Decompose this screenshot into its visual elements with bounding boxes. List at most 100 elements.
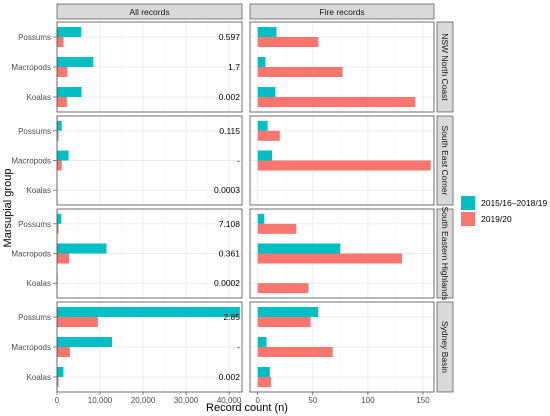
bar-2019-20 [257,130,280,141]
region-strip [436,301,454,393]
bar-2019-20 [57,347,70,357]
bar-2019-20 [257,37,319,47]
bar-2019-20 [257,253,403,264]
x-tick-label: 0 [255,396,260,405]
y-tick-label: Macropods [11,157,51,166]
region-strip-label: South Eastern Highlands [440,206,450,300]
column-strip-label: All records [129,7,169,17]
bar-2015-2019 [57,87,82,97]
y-tick-label: Koalas [27,93,51,102]
bar-2019-20 [257,67,343,77]
bar-2015-2019 [257,367,270,377]
bar-2019-20 [57,97,67,107]
panel-all-0: 0.597 1.7 0.002 [56,21,243,113]
bar-2019-20 [257,283,309,294]
column-strip [56,3,243,20]
y-tick-label: Possums [18,33,51,42]
y-tick-label: Koalas [27,279,51,288]
region-strip-label: Sydney Basin [440,321,450,373]
y-tick-label: Macropods [11,343,51,352]
bar-2019-20 [57,317,98,327]
panel-fire-3 [249,301,435,393]
bar-2019-20 [257,317,311,327]
annotation-label: 0.002 [219,92,241,102]
bar-2019-20 [257,160,431,171]
bar-2019-20 [57,130,59,141]
panel-fire-2 [249,208,435,299]
bar-2015-2019 [57,307,240,317]
panel-border [249,21,435,113]
y-axis-title: Marsupial group [2,169,14,248]
annotation-label: 0.115 [219,126,240,136]
bar-2019-20 [57,160,62,171]
annotation-label: - [237,156,240,166]
bar-2015-2019 [257,57,266,67]
bar-2019-20 [257,347,333,357]
bar-2015-2019 [257,213,265,224]
panel-all-2: 7.108 0.361 0.0002 [56,208,243,299]
annotation-label: 0.361 [219,249,241,259]
x-tick-label: 30,000 [174,396,199,405]
y-tick-label: Koalas [27,186,51,195]
bar-2015-2019 [257,150,273,161]
x-tick-label: 150 [416,396,430,405]
bar-2015-2019 [57,213,62,224]
panel-fire-1 [249,115,435,206]
bar-2015-2019 [57,243,107,254]
panel-border [249,115,435,206]
bar-2019-20 [57,253,70,264]
annotation-label: 7.108 [219,219,241,229]
annotation-label: 1.7 [228,62,240,72]
bar-2015-2019 [257,337,267,347]
region-strip-label: South East Corner [440,126,450,196]
y-tick-label: Koalas [27,373,51,382]
bar-2015-2019 [257,120,268,131]
y-tick-label: Possums [18,313,51,322]
region-strip-label: NSW North Coast [440,33,450,101]
bar-2015-2019 [57,120,62,131]
bar-2015-2019 [257,27,277,37]
panel-border [56,21,243,113]
bar-2019-20 [257,377,271,387]
bar-2015-2019 [257,87,276,97]
annotation-label: - [237,342,240,352]
bar-2019-20 [257,97,416,107]
bar-2019-20 [257,223,297,234]
x-tick-label: 10,000 [88,396,113,405]
x-tick-label: 40,000 [217,396,242,405]
bar-2015-2019 [57,150,69,161]
panel-all-3: 2.85 - 0.002 [56,301,243,393]
bar-2019-20 [57,37,64,47]
bar-2015-2019 [57,367,64,377]
bar-2015-2019 [257,307,319,317]
y-tick-label: Possums [18,220,51,229]
legend: 2015/16–2018/19 2019/20 [461,196,547,226]
bar-2015-2019 [257,243,341,254]
legend-swatch-2019-20 [461,212,475,226]
panel-border [56,208,243,299]
bar-2019-20 [57,67,68,77]
region-strip [436,21,454,113]
bar-2015-2019 [57,27,82,37]
x-tick-label: 0 [55,396,60,405]
panel-border [56,301,243,393]
bar-2015-2019 [57,337,113,347]
region-strip [436,115,454,206]
panel-border [249,301,435,393]
annotation-label: 2.85 [223,312,240,322]
panel-border [249,208,435,299]
panel-all-1: 0.115 - 0.0003 [56,115,243,206]
x-tick-label: 50 [308,396,317,405]
region-strip [436,208,454,299]
x-tick-label: 100 [361,396,375,405]
legend-label: 2019/20 [481,214,512,224]
panel-border [56,115,243,206]
panel-fire-0 [249,21,435,113]
bar-2019-20 [57,377,59,387]
bar-2019-20 [57,223,59,234]
y-tick-label: Macropods [11,63,51,72]
legend-swatch-2015-2019 [461,196,475,210]
annotation-label: 0.002 [219,372,241,382]
column-strip [249,3,435,20]
